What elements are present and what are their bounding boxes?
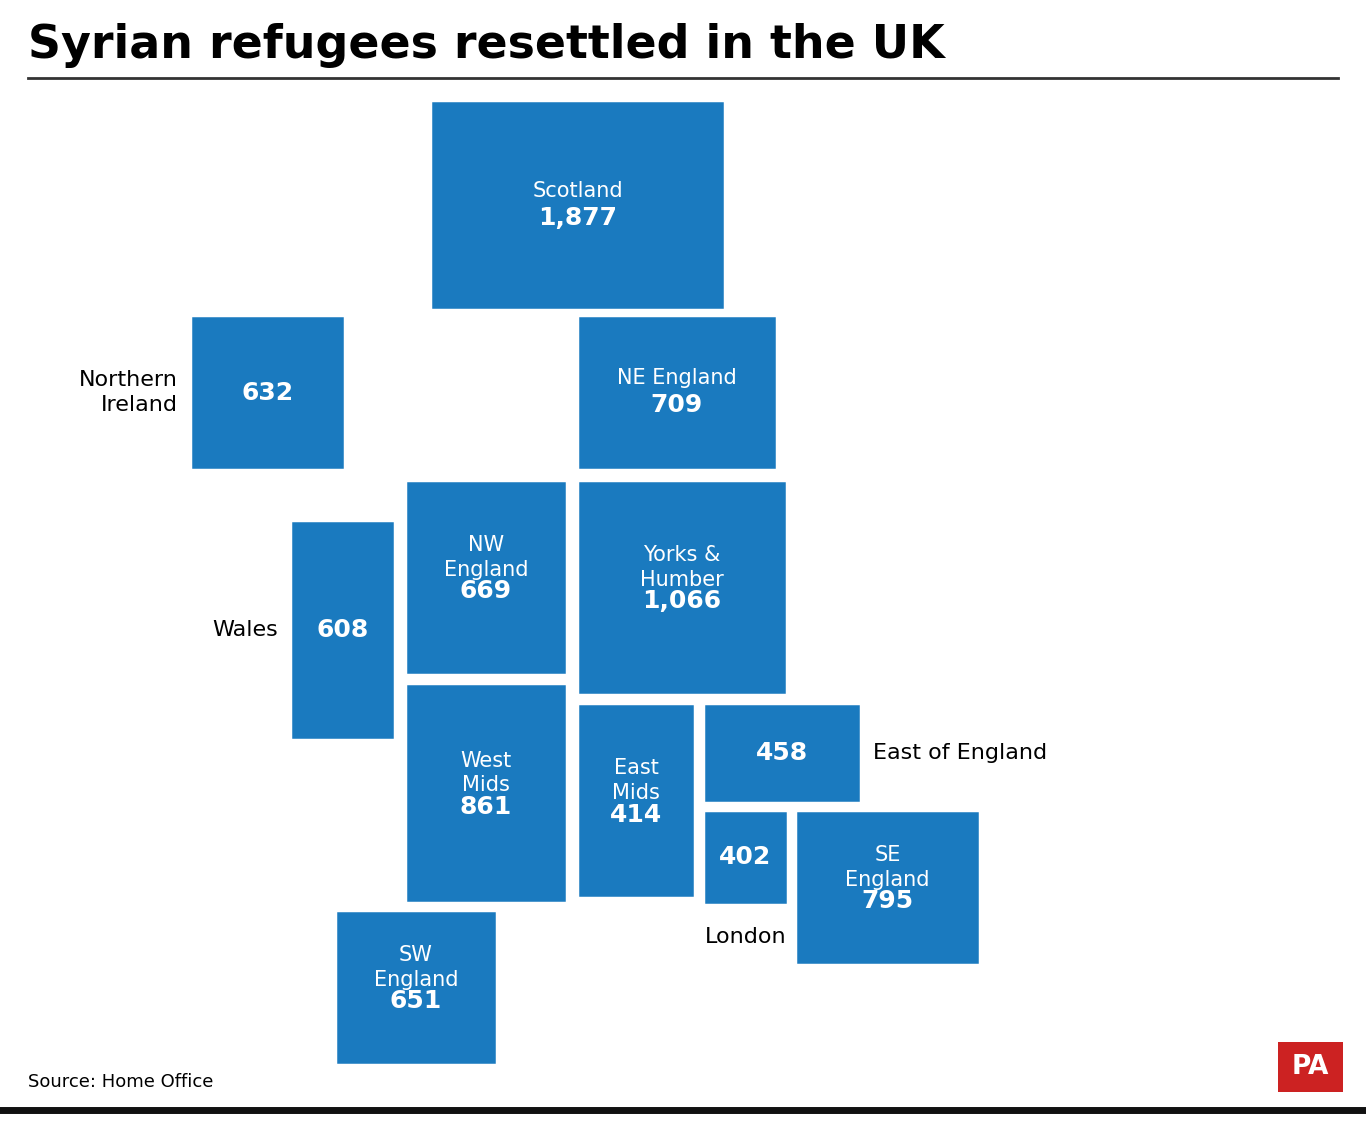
Text: 669: 669 bbox=[460, 579, 512, 603]
Text: 651: 651 bbox=[389, 990, 443, 1014]
Text: Wales: Wales bbox=[212, 620, 279, 640]
Text: 1,877: 1,877 bbox=[538, 206, 617, 230]
Bar bbox=[290, 520, 395, 740]
Bar bbox=[404, 683, 567, 903]
Text: Scotland: Scotland bbox=[533, 181, 623, 201]
Text: NE England: NE England bbox=[617, 369, 736, 388]
Bar bbox=[1279, 1042, 1343, 1092]
Bar bbox=[795, 810, 979, 965]
Text: Northern
Ireland: Northern Ireland bbox=[79, 370, 178, 415]
Text: 795: 795 bbox=[862, 890, 914, 914]
Text: 608: 608 bbox=[317, 618, 369, 642]
Text: 1,066: 1,066 bbox=[642, 590, 721, 613]
Text: Source: Home Office: Source: Home Office bbox=[27, 1073, 213, 1091]
Bar bbox=[335, 910, 497, 1065]
Text: SE
England: SE England bbox=[846, 845, 930, 890]
Text: Yorks &
Humber: Yorks & Humber bbox=[641, 546, 724, 590]
Text: East
Mids: East Mids bbox=[612, 758, 660, 803]
Bar bbox=[576, 703, 695, 898]
Bar bbox=[576, 480, 787, 695]
Bar bbox=[576, 315, 777, 470]
Text: SW
England: SW England bbox=[374, 945, 458, 990]
Text: Syrian refugees resettled in the UK: Syrian refugees resettled in the UK bbox=[27, 22, 945, 68]
Text: East of England: East of England bbox=[873, 742, 1048, 763]
Text: 402: 402 bbox=[720, 846, 772, 870]
Text: PA: PA bbox=[1292, 1054, 1329, 1080]
Text: London: London bbox=[705, 927, 787, 947]
Text: West
Mids: West Mids bbox=[460, 750, 512, 795]
Bar bbox=[703, 810, 788, 905]
Text: 414: 414 bbox=[609, 802, 663, 827]
Text: 861: 861 bbox=[460, 795, 512, 819]
Text: 709: 709 bbox=[650, 394, 703, 417]
Bar bbox=[703, 703, 861, 803]
Bar bbox=[430, 100, 725, 310]
Bar bbox=[404, 480, 567, 675]
Text: 632: 632 bbox=[242, 380, 294, 405]
Bar bbox=[190, 315, 346, 470]
Text: NW
England: NW England bbox=[444, 536, 529, 579]
Text: 458: 458 bbox=[755, 741, 809, 765]
